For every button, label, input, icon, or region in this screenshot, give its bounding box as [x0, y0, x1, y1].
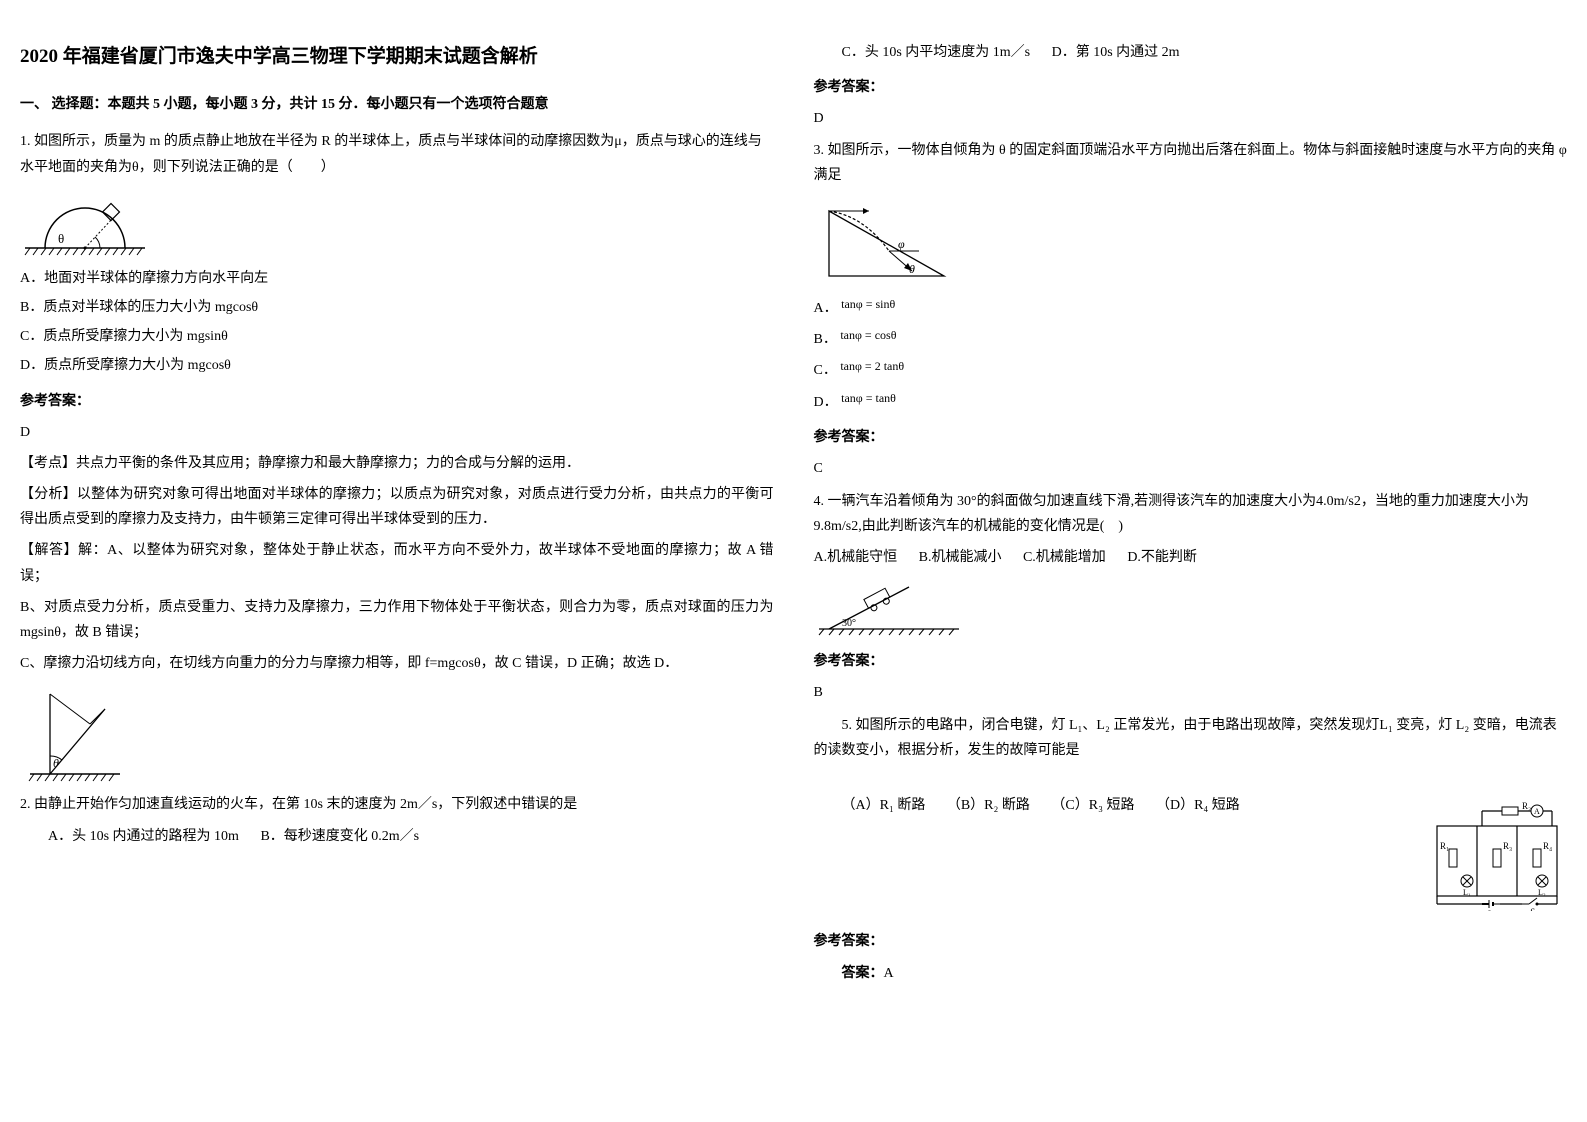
q1-analysis: 【分析】以整体为研究对象可得出地面对半球体的摩擦力；以质点为研究对象，对质点进行…: [20, 482, 774, 532]
q1-option-a: A．地面对半球体的摩擦力方向水平向左: [20, 266, 774, 291]
svg-text:R₁: R₁: [1440, 841, 1449, 851]
q2-answer-label: 参考答案：: [814, 75, 1568, 100]
q2-option-c: C．头 10s 内平均速度为 1m／s: [842, 45, 1031, 60]
q3-c-expr: tanφ = 2 tanθ: [840, 359, 904, 373]
q2-options-row-2: C．头 10s 内平均速度为 1m／s D．第 10s 内通过 2m: [814, 40, 1568, 65]
q4-option-a: A.机械能守恒: [814, 550, 898, 565]
q4-answer: B: [814, 680, 1568, 705]
q4-option-c: C.机械能增加: [1023, 550, 1106, 565]
svg-text:30°: 30°: [842, 618, 856, 629]
q3-b-pre: B．: [814, 332, 837, 347]
svg-text:θ: θ: [58, 231, 64, 246]
q3-option-d: D． tanφ = tanθ: [814, 388, 1568, 415]
q3-d-expr: tanφ = tanθ: [841, 391, 896, 405]
q5-row: （A）R₁ 断路 （B）R₂ 断路 （C）R₃ 短路 （D）R₄ 短路 R₂: [814, 793, 1568, 919]
svg-text:ε: ε: [1487, 907, 1491, 911]
question-1: 1. 如图所示，质量为 m 的质点静止地放在半径为 R 的半球体上，质点与半球体…: [20, 129, 774, 784]
question-5: 5. 如图所示的电路中，闭合电键，灯 L₁、L₂ 正常发光，由于电路出现故障，突…: [814, 713, 1568, 986]
q1-option-d: D．质点所受摩擦力大小为 mgcosθ: [20, 353, 774, 378]
section-1-header: 一、 选择题：本题共 5 小题，每小题 3 分，共计 15 分．每小题只有一个选…: [20, 92, 774, 117]
q5-circuit-figure: R₂ A R₁ R₃ R₄ L₁ L₂: [1427, 801, 1567, 911]
q3-b-expr: tanφ = cosθ: [840, 328, 896, 342]
question-4: 4. 一辆汽车沿着倾角为 30°的斜面做匀加速直线下滑,若测得该汽车的加速度大小…: [814, 489, 1568, 705]
q5-option-c: （C）R₃ 短路: [1051, 798, 1134, 813]
q1-figure-2: θ: [20, 684, 774, 784]
svg-text:θ: θ: [53, 756, 59, 770]
q5-option-b: （B）R₂ 断路: [947, 798, 1030, 813]
q2-answer: D: [814, 106, 1568, 131]
question-2: 2. 由静止开始作匀加速直线运动的火车，在第 10s 末的速度为 2m／s，下列…: [20, 792, 774, 848]
svg-text:S: S: [1530, 907, 1535, 911]
q1-stem: 1. 如图所示，质量为 m 的质点静止地放在半径为 R 的半球体上，质点与半球体…: [20, 129, 774, 179]
q4-options: A.机械能守恒 B.机械能减小 C.机械能增加 D.不能判断: [814, 545, 1568, 570]
q4-option-b: B.机械能减小: [919, 550, 1002, 565]
q3-option-b: B． tanφ = cosθ: [814, 325, 1568, 352]
q5-answer-line: 答案：A: [814, 961, 1568, 986]
q1-answer: D: [20, 420, 774, 445]
q5-options: （A）R₁ 断路 （B）R₂ 断路 （C）R₃ 短路 （D）R₄ 短路: [814, 793, 1418, 818]
q1-solve-3: C、摩擦力沿切线方向，在切线方向重力的分力与摩擦力相等，即 f=mgcosθ，故…: [20, 651, 774, 676]
right-column: C．头 10s 内平均速度为 1m／s D．第 10s 内通过 2m 参考答案：…: [814, 40, 1568, 994]
hemisphere-figure-icon: θ: [20, 188, 150, 258]
svg-text:A: A: [1534, 807, 1540, 816]
q1-figure: θ: [20, 188, 774, 258]
q1-solve-2: B、对质点受力分析，质点受重力、支持力及摩擦力，三力作用下物体处于平衡状态，则合…: [20, 595, 774, 645]
svg-text:θ: θ: [909, 262, 915, 276]
q3-stem: 3. 如图所示，一物体自倾角为 θ 的固定斜面顶端沿水平方向抛出后落在斜面上。物…: [814, 138, 1568, 188]
car-incline-icon: 30°: [814, 579, 964, 639]
q3-a-pre: A．: [814, 301, 838, 316]
q2-option-d: D．第 10s 内通过 2m: [1052, 45, 1180, 60]
document-title: 2020 年福建省厦门市逸夫中学高三物理下学期期末试题含解析: [20, 40, 774, 74]
question-3: 3. 如图所示，一物体自倾角为 θ 的固定斜面顶端沿水平方向抛出后落在斜面上。物…: [814, 138, 1568, 482]
q3-answer: C: [814, 456, 1568, 481]
q4-option-d: D.不能判断: [1127, 550, 1197, 565]
q3-answer-label: 参考答案：: [814, 425, 1568, 450]
q3-d-pre: D．: [814, 395, 838, 410]
force-diagram-icon: θ: [20, 684, 130, 784]
q2-option-b: B．每秒速度变化 0.2m／s: [260, 829, 419, 844]
q3-c-pre: C．: [814, 363, 837, 378]
svg-text:L₁: L₁: [1463, 888, 1471, 897]
q1-point: 【考点】共点力平衡的条件及其应用；静摩擦力和最大静摩擦力；力的合成与分解的运用．: [20, 451, 774, 476]
svg-text:R₂: R₂: [1522, 801, 1531, 811]
incline-projectile-icon: φ θ: [814, 196, 964, 286]
q3-figure: φ θ: [814, 196, 1568, 286]
q2-option-a: A．头 10s 内通过的路程为 10m: [48, 829, 239, 844]
q4-stem: 4. 一辆汽车沿着倾角为 30°的斜面做匀加速直线下滑,若测得该汽车的加速度大小…: [814, 489, 1568, 539]
svg-text:L₂: L₂: [1538, 888, 1546, 897]
q5-option-d: （D）R₄ 短路: [1156, 798, 1240, 813]
left-column: 2020 年福建省厦门市逸夫中学高三物理下学期期末试题含解析 一、 选择题：本题…: [20, 40, 774, 994]
q1-option-b: B．质点对半球体的压力大小为 mgcosθ: [20, 295, 774, 320]
q3-a-expr: tanφ = sinθ: [841, 297, 895, 311]
q2-options-row-1: A．头 10s 内通过的路程为 10m B．每秒速度变化 0.2m／s: [20, 824, 774, 849]
svg-text:R₃: R₃: [1503, 841, 1512, 851]
q4-figure: 30°: [814, 579, 1568, 639]
q5-answer: A: [884, 966, 894, 981]
q5-stem: 5. 如图所示的电路中，闭合电键，灯 L₁、L₂ 正常发光，由于电路出现故障，突…: [814, 713, 1568, 763]
q1-answer-label: 参考答案：: [20, 389, 774, 414]
q2-stem: 2. 由静止开始作匀加速直线运动的火车，在第 10s 末的速度为 2m／s，下列…: [20, 792, 774, 817]
q3-option-c: C． tanφ = 2 tanθ: [814, 356, 1568, 383]
q3-option-a: A． tanφ = sinθ: [814, 294, 1568, 321]
q5-answer-pre: 答案：: [842, 966, 884, 981]
svg-text:φ: φ: [898, 237, 905, 251]
svg-text:R₄: R₄: [1543, 841, 1552, 851]
q4-answer-label: 参考答案：: [814, 649, 1568, 674]
q5-answer-label: 参考答案：: [814, 929, 1568, 954]
page-root: 2020 年福建省厦门市逸夫中学高三物理下学期期末试题含解析 一、 选择题：本题…: [20, 40, 1567, 994]
q5-option-a: （A）R₁ 断路: [842, 798, 926, 813]
q1-option-c: C．质点所受摩擦力大小为 mgsinθ: [20, 324, 774, 349]
q1-solve-1: 【解答】解：A、以整体为研究对象，整体处于静止状态，而水平方向不受外力，故半球体…: [20, 538, 774, 588]
circuit-diagram-icon: R₂ A R₁ R₃ R₄ L₁ L₂: [1427, 801, 1567, 911]
